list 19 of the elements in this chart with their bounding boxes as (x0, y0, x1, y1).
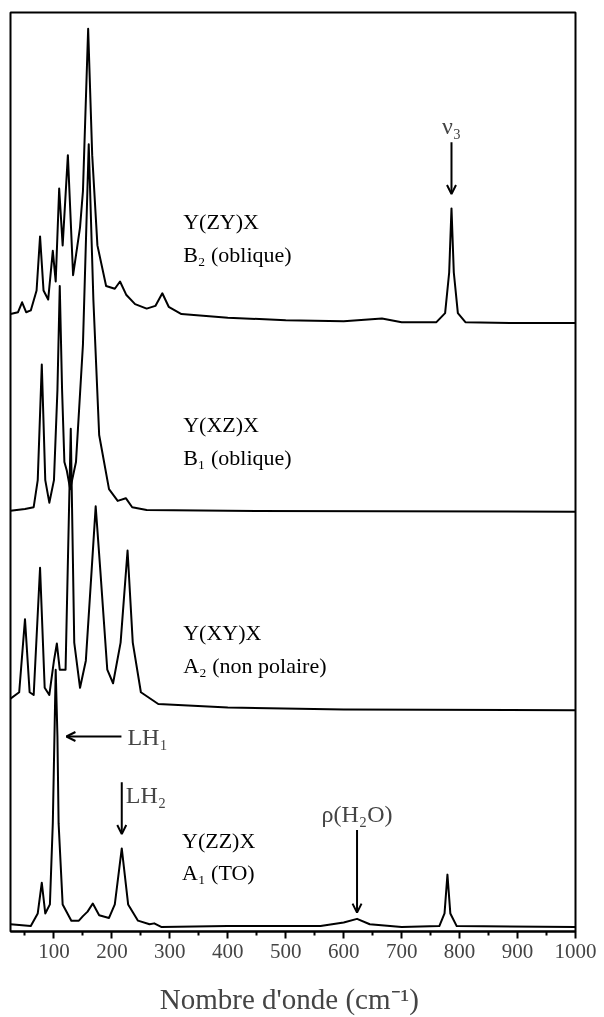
x-tick-label: 300 (154, 938, 186, 963)
x-tick-label: 200 (96, 938, 128, 963)
x-tick-label: 800 (443, 938, 476, 963)
x-tick-label: 400 (212, 938, 244, 963)
x-tick-label: 600 (327, 938, 360, 963)
x-tick-label: 700 (385, 938, 418, 963)
series-label: Y(ZY)X B₂ (oblique) (183, 209, 292, 267)
series-label: Y(XZ)X B₁ (oblique) (183, 412, 292, 470)
x-tick-label: 500 (270, 938, 302, 963)
annotation: LH₂ (125, 782, 167, 809)
x-tick-label: 900 (501, 938, 534, 963)
x-tick-label: 100 (38, 938, 70, 963)
series-label: Y(ZZ)X A₁ (TO) (182, 827, 256, 886)
x-tick-label: 1000 (554, 938, 597, 963)
series-label: Y(XY)X A₂ (non polaire) (183, 620, 327, 678)
annotation: LH₁ (127, 723, 168, 750)
annotation: ρ(H₂O) (321, 800, 393, 827)
annotation: ν₃ (441, 113, 462, 140)
x-axis-title: Nombre d'onde (cm⁻¹) (159, 982, 419, 1016)
